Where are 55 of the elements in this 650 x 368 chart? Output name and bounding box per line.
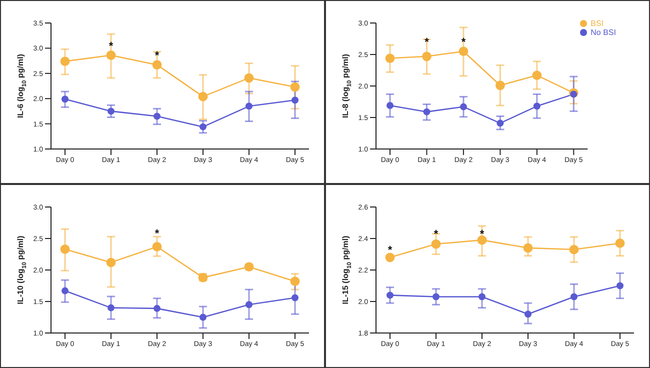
point [386, 102, 394, 110]
point [495, 80, 505, 90]
point [290, 82, 300, 92]
point [198, 92, 208, 102]
annotation: * [108, 40, 114, 53]
point [385, 54, 395, 63]
point [152, 60, 162, 70]
point [62, 287, 68, 294]
point [152, 242, 162, 252]
point [570, 293, 578, 300]
point [60, 244, 70, 254]
point [570, 90, 578, 98]
point [496, 120, 504, 127]
point [385, 252, 395, 262]
point [60, 56, 70, 66]
point [292, 294, 298, 302]
point [246, 301, 252, 308]
point [62, 96, 68, 103]
point [290, 276, 300, 286]
point [200, 123, 206, 130]
point [524, 310, 532, 318]
point [458, 46, 468, 56]
point [431, 239, 441, 249]
point [154, 304, 160, 312]
point [244, 73, 254, 83]
point [569, 244, 579, 254]
annotation: * [388, 244, 393, 256]
point [108, 108, 114, 115]
legend-label: BSI [590, 19, 604, 28]
point [432, 293, 440, 300]
point [200, 314, 206, 321]
point [108, 304, 114, 312]
point [523, 243, 533, 253]
point [460, 103, 467, 110]
legend-label: No BSI [590, 28, 616, 37]
point [154, 112, 160, 120]
point [246, 102, 252, 110]
annotation: * [461, 36, 466, 48]
point [477, 235, 487, 245]
point [616, 282, 624, 290]
point [386, 292, 394, 299]
point [292, 96, 298, 104]
annotation: * [154, 50, 160, 62]
point [423, 108, 430, 116]
point [106, 50, 116, 60]
point [106, 258, 116, 268]
point [532, 70, 542, 80]
annotation: * [154, 228, 160, 240]
point [422, 52, 432, 62]
point [615, 238, 625, 248]
annotation: * [424, 36, 430, 48]
point [533, 102, 540, 110]
annotation: * [434, 228, 439, 241]
annotation: * [480, 228, 485, 241]
point [478, 293, 486, 300]
